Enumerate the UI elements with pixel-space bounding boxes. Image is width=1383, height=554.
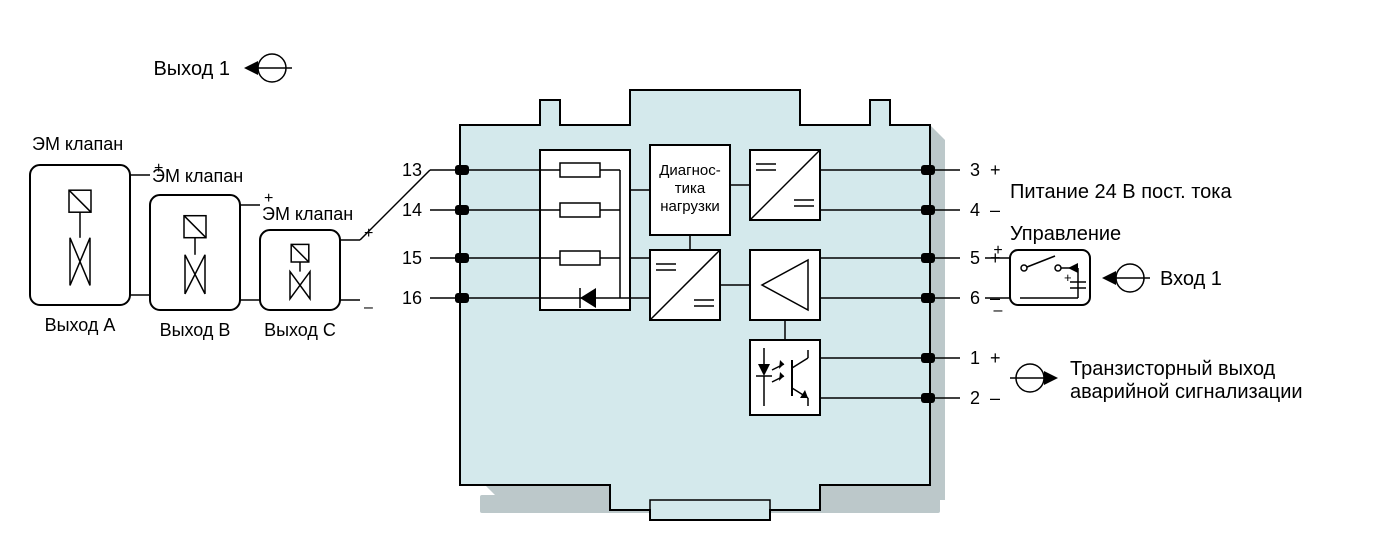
svg-text:13: 13 [402,160,422,180]
svg-text:–: – [990,288,1000,308]
alarm-line1: Транзисторный выход [1070,358,1276,380]
svg-text:ЭМ клапан: ЭМ клапан [32,134,123,154]
svg-text:+: + [990,248,1001,268]
block-diagram: Диагнос- тика нагрузки [0,0,1383,554]
svg-text:+: + [990,348,1001,368]
output-1-label: Выход 1 [153,54,292,82]
diag-line3: нагрузки [660,198,720,215]
svg-text:1: 1 [970,348,980,368]
power-label: Питание 24 В пост. тока [1010,181,1232,203]
control-label: Управление [1010,223,1121,245]
alarm-line2: аварийной сигнализации [1070,381,1303,403]
svg-text:+: + [990,160,1001,180]
diag-line1: Диагнос- [659,162,720,179]
svg-text:3: 3 [970,160,980,180]
input-1-label: Вход 1 [1160,268,1222,290]
svg-text:14: 14 [402,200,422,220]
svg-text:15: 15 [402,248,422,268]
svg-text:–: – [990,388,1000,408]
svg-text:Выход B: Выход B [160,320,231,340]
svg-text:–: – [990,200,1000,220]
svg-text:ЭМ клапан: ЭМ клапан [152,166,243,186]
solenoid-valves: ЭМ клапан+–Выход AЭМ клапан+–Выход BЭМ к… [30,134,373,340]
svg-text:6: 6 [970,288,980,308]
out1-text: Выход 1 [153,58,230,80]
right-annotations: Питание 24 В пост. тока Управление + + –… [985,181,1303,403]
svg-text:2: 2 [970,388,980,408]
svg-text:16: 16 [402,288,422,308]
svg-text:+: + [1064,270,1072,285]
svg-text:Выход A: Выход A [45,315,116,335]
svg-text:–: – [364,299,373,316]
svg-text:5: 5 [970,248,980,268]
diag-line2: тика [675,180,706,197]
svg-text:Выход C: Выход C [264,320,336,340]
svg-text:ЭМ клапан: ЭМ клапан [262,204,353,224]
svg-text:4: 4 [970,200,980,220]
